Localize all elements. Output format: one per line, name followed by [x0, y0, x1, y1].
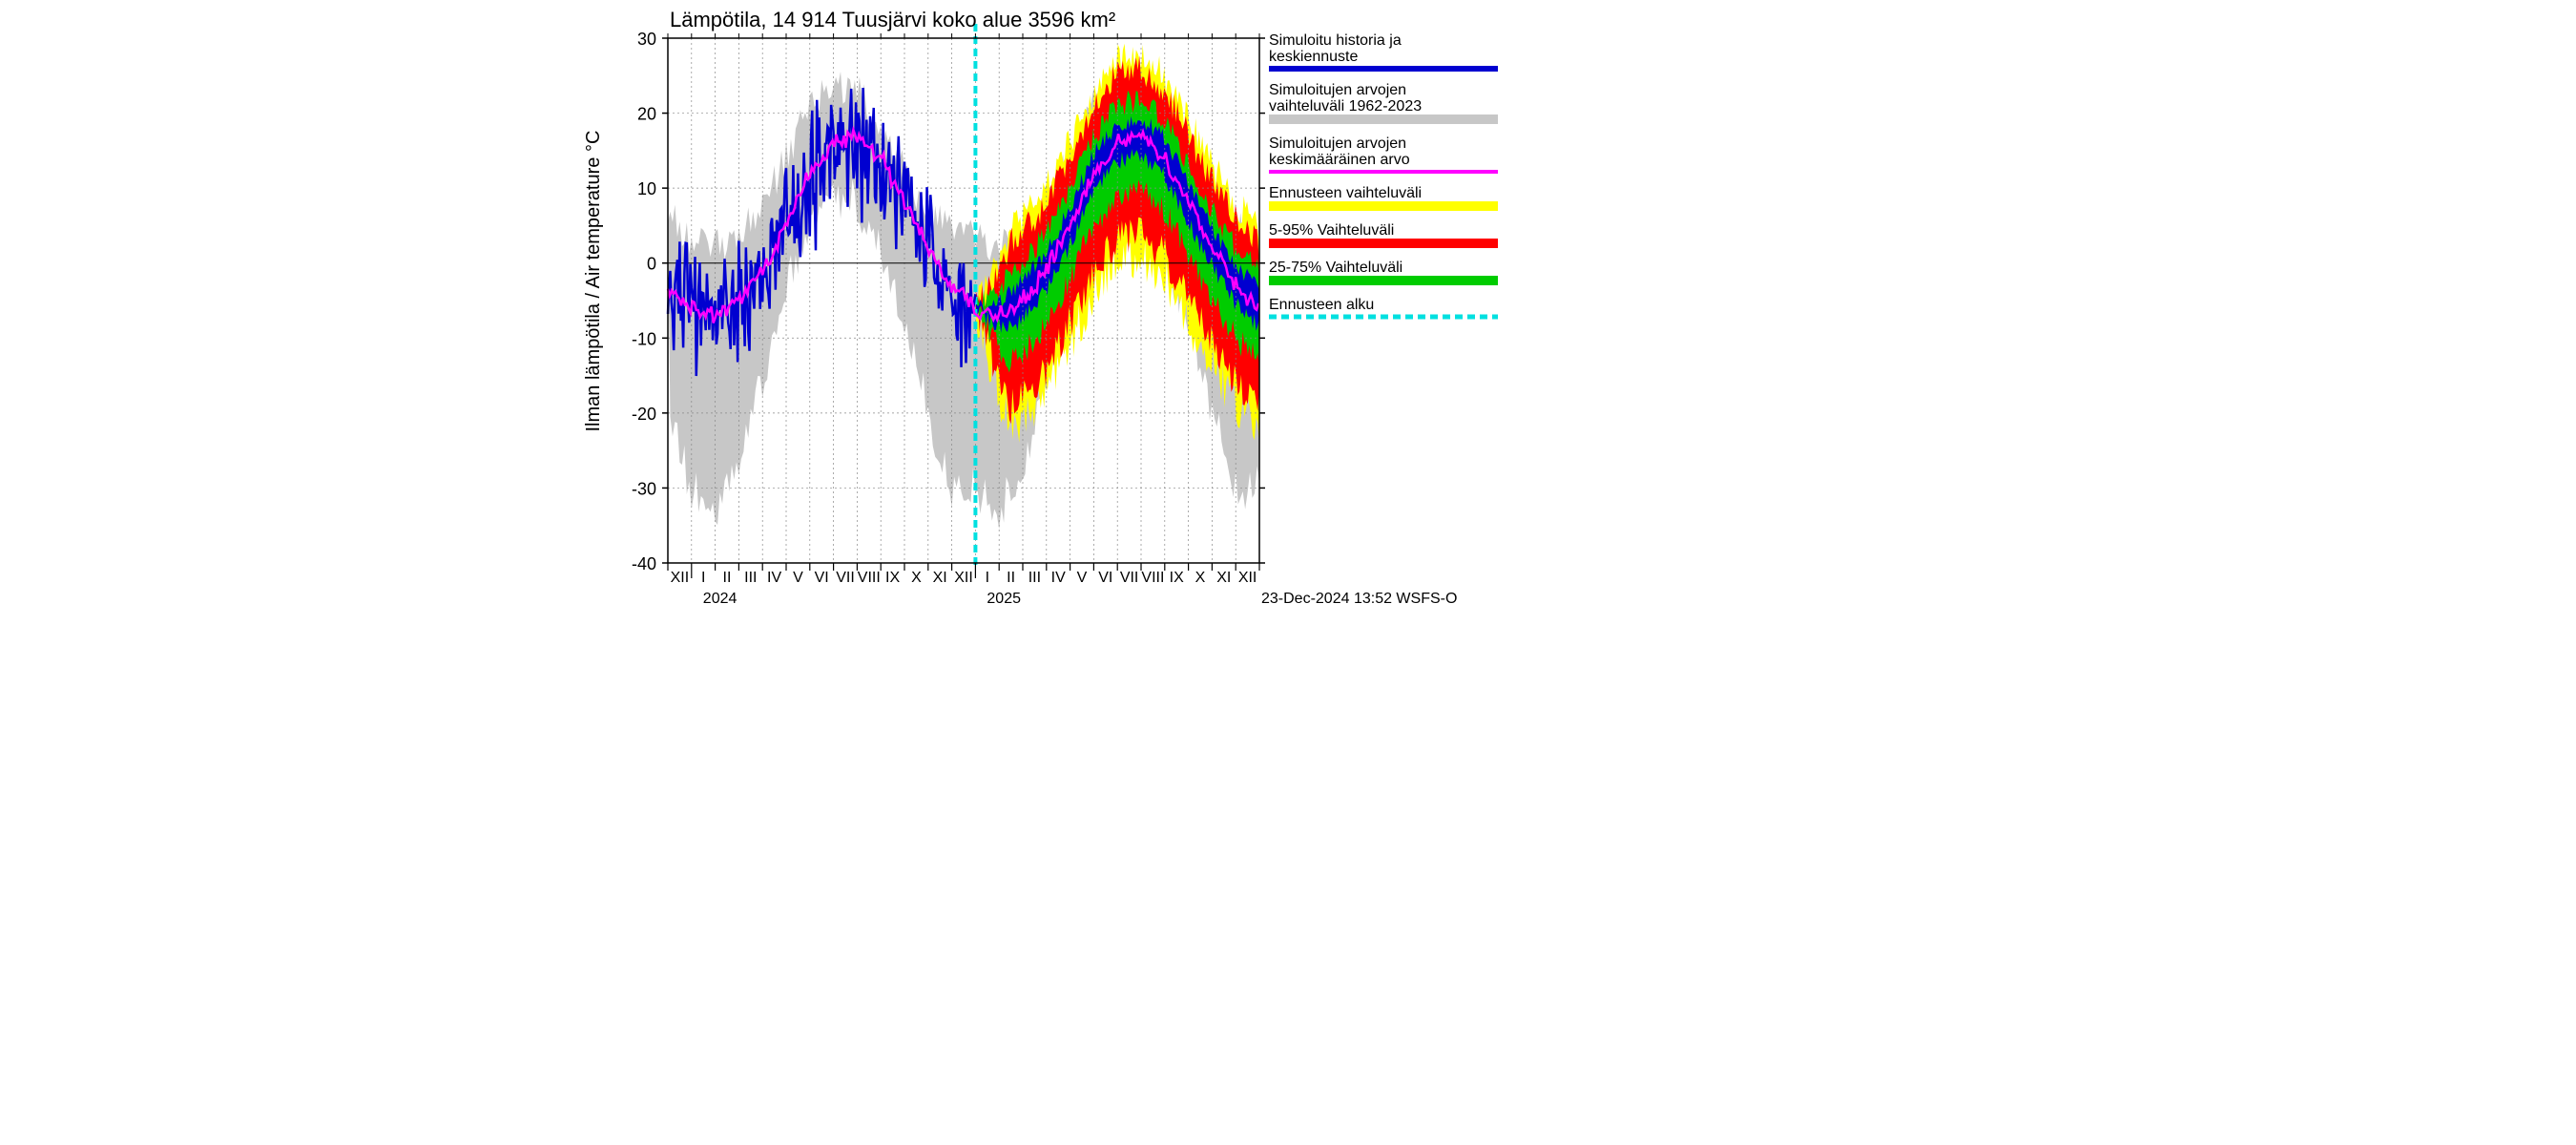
x-tick-label: II — [1007, 570, 1015, 586]
footer-text: 23-Dec-2024 13:52 WSFS-O — [1261, 591, 1457, 607]
chart-svg: -40-30-20-100102030XIIIIIIIIIVVVIVIIVIII… — [572, 0, 2004, 636]
x-tick-label: X — [1195, 570, 1206, 586]
legend-label: Simuloitujen arvojen — [1269, 135, 1406, 152]
x-tick-label: V — [793, 570, 803, 586]
legend-label: keskimääräinen arvo — [1269, 152, 1410, 168]
x-tick-label: IX — [1170, 570, 1184, 586]
y-tick-label: 10 — [637, 179, 656, 198]
y-tick-label: -40 — [632, 554, 656, 573]
x-tick-label: III — [1028, 570, 1041, 586]
x-tick-label: I — [701, 570, 705, 586]
legend-label: Ennusteen vaihteluväli — [1269, 185, 1422, 201]
x-tick-label: VI — [815, 570, 829, 586]
x-tick-label: XI — [933, 570, 947, 586]
x-tick-label: XI — [1216, 570, 1231, 586]
year-2024-label: 2024 — [703, 591, 737, 607]
x-tick-label: VII — [836, 570, 855, 586]
x-tick-label: IX — [885, 570, 900, 586]
legend-label: 25-75% Vaihteluväli — [1269, 260, 1402, 276]
legend-label: keskiennuste — [1269, 49, 1358, 65]
legend-label: Ennusteen alku — [1269, 297, 1374, 313]
chart-title: Lämpötila, 14 914 Tuusjärvi koko alue 35… — [670, 8, 1115, 31]
legend-label: vaihteluväli 1962-2023 — [1269, 98, 1422, 114]
legend-label: 5-95% Vaihteluväli — [1269, 222, 1394, 239]
legend-swatch — [1269, 114, 1498, 124]
legend-swatch — [1269, 201, 1498, 211]
legend-label: Simuloitu historia ja — [1269, 32, 1402, 49]
legend-label: Simuloitujen arvojen — [1269, 82, 1406, 98]
year-2025-label: 2025 — [987, 591, 1021, 607]
x-tick-label: X — [911, 570, 922, 586]
x-tick-label: XII — [1238, 570, 1257, 586]
x-tick-label: XII — [954, 570, 973, 586]
x-tick-label: VI — [1098, 570, 1112, 586]
x-tick-label: VIII — [1141, 570, 1164, 586]
y-tick-label: -30 — [632, 479, 656, 498]
x-tick-label: V — [1077, 570, 1088, 586]
x-tick-label: IV — [767, 570, 781, 586]
x-tick-label: II — [723, 570, 732, 586]
chart-root: -40-30-20-100102030XIIIIIIIIIVVVIVIIVIII… — [572, 0, 2004, 636]
legend-swatch — [1269, 276, 1498, 285]
x-tick-label: III — [744, 570, 757, 586]
legend-swatch — [1269, 239, 1498, 248]
x-tick-label: XII — [671, 570, 690, 586]
x-tick-label: VIII — [858, 570, 881, 586]
y-tick-label: -20 — [632, 405, 656, 424]
y-tick-label: -10 — [632, 329, 656, 348]
x-tick-label: IV — [1051, 570, 1066, 586]
x-tick-label: VII — [1120, 570, 1139, 586]
y-axis-label: Ilman lämpötila / Air temperature °C — [583, 131, 604, 432]
x-tick-label: I — [986, 570, 989, 586]
y-tick-label: 0 — [647, 255, 656, 274]
y-tick-label: 30 — [637, 30, 656, 49]
y-tick-label: 20 — [637, 105, 656, 124]
